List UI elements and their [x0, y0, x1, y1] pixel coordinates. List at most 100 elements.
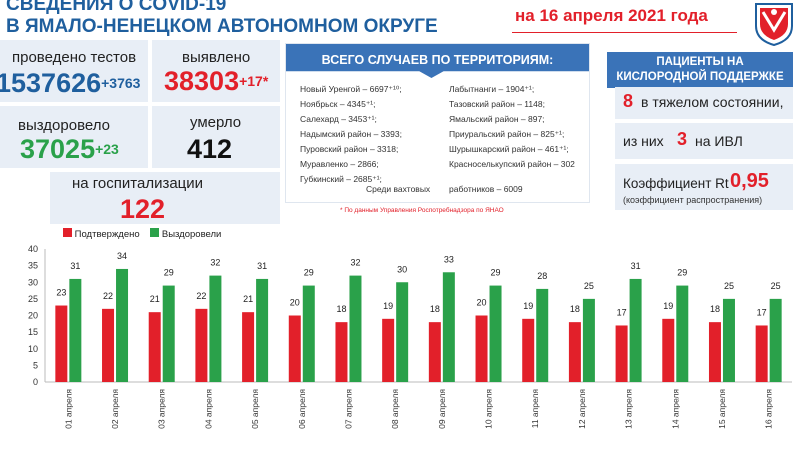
x-tick-label: 10 апреля: [484, 389, 494, 429]
bar-confirmed: [475, 315, 488, 382]
territory-item: Губкинский – 2685⁺¹;: [300, 174, 382, 184]
territory-item: Муравленко – 2866;: [300, 159, 379, 169]
tests-label: проведено тестов: [12, 49, 137, 66]
data-label: 22: [103, 291, 113, 301]
bar-recovered: [69, 278, 82, 382]
bar-confirmed: [662, 318, 675, 382]
ivl-card: из них 3 на ИВЛ: [615, 123, 793, 159]
data-label: 31: [70, 261, 80, 271]
rt-sub: (коэффициент распространения): [623, 195, 763, 205]
bar-confirmed: [615, 325, 628, 382]
territory-item: Ноябрьск – 4345⁺¹;: [300, 99, 376, 109]
data-label: 34: [117, 251, 127, 261]
data-label: 31: [631, 261, 641, 271]
data-label: 21: [243, 294, 253, 304]
ivl-suffix: на ИВЛ: [695, 133, 743, 149]
page-title: СВЕДЕНИЯ О COVID-19 В ЯМАЛО-НЕНЕЦКОМ АВТ…: [6, 0, 438, 38]
shift-workers-value: работников – 6009: [449, 184, 523, 194]
severe-text: в тяжелом состоянии,: [641, 94, 784, 110]
data-label: 29: [164, 268, 174, 278]
legend-confirmed: Подтверждено: [74, 229, 140, 240]
data-label: 20: [290, 298, 300, 308]
bar-recovered: [629, 278, 642, 382]
died-value: 412: [187, 134, 233, 164]
data-label: 20: [477, 298, 487, 308]
source-note: * По данным Управления Роспотребнадзора …: [340, 207, 504, 214]
title-line-1: СВЕДЕНИЯ О COVID-19: [6, 0, 227, 15]
tests-delta: +3763: [101, 75, 141, 91]
data-label: 17: [617, 307, 627, 317]
region-emblem-icon: [755, 3, 793, 46]
bar-chart: 0 5 10 15 20 25 30 35 40 23 31 01 апреля 22 34 02 апре…: [28, 244, 792, 429]
x-tick-label: 01 апреля: [63, 389, 73, 429]
bar-recovered: [162, 285, 175, 382]
territory-item: Пуровский район – 3318;: [300, 144, 399, 154]
date-underline: [512, 32, 737, 33]
detected-card: выявлено 38303+17*: [152, 40, 280, 102]
data-label: 23: [56, 288, 66, 298]
x-tick-label: 12 апреля: [577, 389, 587, 429]
chart-legend: Подтверждено Выздоровели: [63, 228, 221, 240]
data-label: 19: [523, 301, 533, 311]
bar-recovered: [349, 275, 362, 382]
bar-recovered: [209, 275, 222, 382]
hosp-value: 122: [120, 194, 166, 224]
y-tick-label: 20: [28, 311, 38, 321]
data-label: 31: [257, 261, 267, 271]
x-tick-label: 16 апреля: [764, 389, 774, 429]
territory-item: Надымский район – 3393;: [300, 129, 402, 139]
data-label: 18: [336, 304, 346, 314]
data-label: 25: [724, 281, 734, 291]
hosp-label: на госпитализации: [72, 175, 204, 192]
recovered-number: 37025: [20, 134, 96, 164]
territory-item: Приуральский район – 825⁺¹;: [449, 129, 565, 139]
territory-item: Шурышкарский район – 461⁺¹;: [449, 144, 569, 154]
bar-confirmed: [382, 318, 395, 382]
data-label: 25: [771, 281, 781, 291]
data-label: 32: [350, 258, 360, 268]
bar-confirmed: [242, 312, 255, 382]
detected-value: 38303+17*: [164, 66, 268, 96]
tests-number: 1537626: [0, 68, 102, 98]
ivl-prefix: из них: [623, 133, 664, 149]
y-tick-label: 40: [28, 244, 38, 254]
bar-confirmed: [335, 322, 348, 382]
data-label: 29: [677, 268, 687, 278]
y-tick-label: 0: [33, 377, 38, 387]
bar-recovered: [302, 285, 315, 382]
detected-delta: +17*: [239, 73, 269, 89]
bar-confirmed: [755, 325, 768, 382]
x-tick-label: 15 апреля: [717, 389, 727, 429]
recovered-label: выздоровело: [18, 117, 110, 134]
x-tick-label: 09 апреля: [437, 389, 447, 429]
y-tick-label: 35: [28, 261, 38, 271]
legend-swatch-recovered: [150, 228, 160, 237]
bar-confirmed: [148, 312, 161, 382]
severe-number: 8: [623, 91, 634, 111]
x-tick-label: 02 апреля: [110, 389, 120, 429]
x-tick-label: 07 апреля: [343, 389, 353, 429]
data-label: 18: [430, 304, 440, 314]
territory-item: Красноселькупский район – 302: [449, 159, 575, 169]
data-label: 21: [150, 294, 160, 304]
bar-recovered: [256, 278, 269, 382]
x-tick-label: 14 апреля: [670, 389, 680, 429]
y-tick-label: 5: [33, 360, 38, 370]
x-tick-label: 11 апреля: [530, 389, 540, 429]
rt-value: 0,95: [730, 170, 769, 192]
bar-recovered: [116, 268, 129, 382]
data-label: 18: [710, 304, 720, 314]
oxygen-heading-line2: КИСЛОРОДНОЙ ПОДДЕРЖКЕ: [616, 71, 784, 83]
y-tick-label: 25: [28, 294, 38, 304]
severe-card: 8 в тяжелом состоянии,: [615, 87, 793, 119]
bar-confirmed: [708, 322, 721, 382]
y-tick-label: 30: [28, 277, 38, 287]
bar-recovered: [722, 298, 735, 382]
rt-label: Коэффициент Rt: [623, 176, 729, 191]
data-label: 25: [584, 281, 594, 291]
x-tick-label: 08 апреля: [390, 389, 400, 429]
territory-left-list: Новый Уренгой – 6697⁺¹⁰; Ноябрьск – 4345…: [300, 84, 402, 189]
data-label: 22: [196, 291, 206, 301]
territory-heading: ВСЕГО СЛУЧАЕВ ПО ТЕРРИТОРИЯМ:: [286, 44, 589, 78]
tests-card: проведено тестов 1537626+3763: [0, 40, 148, 102]
